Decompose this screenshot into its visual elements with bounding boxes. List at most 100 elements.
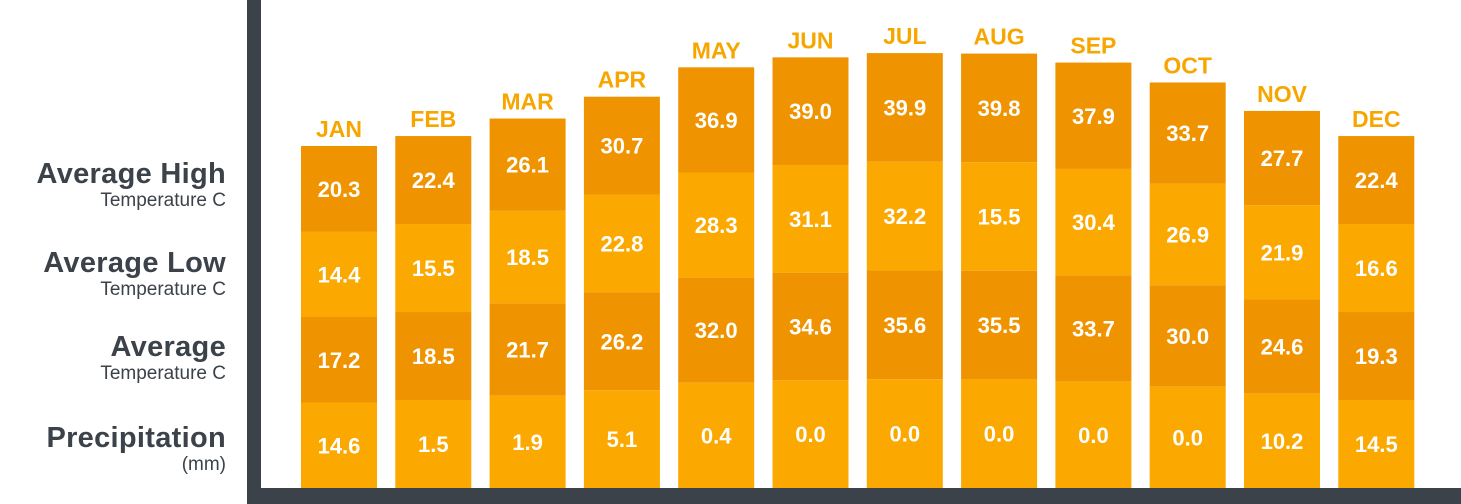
row-label-main: Average High bbox=[36, 158, 226, 190]
value-label-average-temperature-c: 18.5 bbox=[412, 344, 455, 369]
month-column-jan: 20.3 14.4 17.2 14.6 JAN bbox=[301, 116, 377, 488]
value-label-average-low-temperature-c: 26.9 bbox=[1166, 223, 1209, 248]
value-label-average-high-temperature-c: 30.7 bbox=[600, 134, 643, 159]
value-label-average-temperature-c: 35.5 bbox=[978, 313, 1021, 338]
bar-segment-precipitation-mm bbox=[1338, 400, 1415, 488]
month-label: JAN bbox=[316, 116, 362, 142]
bar-segment-average-temperature-c bbox=[772, 272, 849, 381]
value-label-average-temperature-c: 35.6 bbox=[883, 313, 926, 338]
bar-segment-precipitation-mm bbox=[1055, 381, 1132, 488]
row-label-main: Average bbox=[110, 331, 226, 363]
row-label-sub: Temperature C bbox=[100, 363, 226, 384]
bar-segment-average-temperature-c bbox=[678, 277, 755, 383]
bar-segment-average-high-temperature-c bbox=[1055, 62, 1132, 169]
month-label: NOV bbox=[1257, 81, 1308, 107]
bar-segment-average-high-temperature-c bbox=[961, 53, 1038, 163]
row-label-average-high: Average High Temperature C bbox=[37, 158, 226, 212]
bar-segment-average-temperature-c bbox=[395, 312, 472, 401]
bar-segment-precipitation-mm bbox=[489, 395, 566, 488]
month-label: FEB bbox=[410, 106, 456, 132]
bar-segment-average-low-temperature-c bbox=[301, 231, 377, 317]
row-label-sub: Temperature C bbox=[100, 279, 226, 300]
value-label-precipitation-mm: 0.4 bbox=[701, 423, 732, 448]
bar-segment-average-low-temperature-c bbox=[961, 162, 1038, 271]
bar-segment-average-high-temperature-c bbox=[866, 53, 943, 162]
value-label-precipitation-mm: 0.0 bbox=[984, 422, 1015, 447]
month-column-sep: 37.9 30.4 33.7 0.0 SEP bbox=[1055, 33, 1132, 488]
value-label-average-temperature-c: 17.2 bbox=[318, 348, 361, 373]
value-label-average-low-temperature-c: 31.1 bbox=[789, 207, 832, 232]
bar-segment-precipitation-mm bbox=[772, 380, 849, 488]
value-label-average-low-temperature-c: 22.8 bbox=[600, 231, 643, 256]
bar-segment-precipitation-mm bbox=[961, 379, 1038, 488]
value-label-average-temperature-c: 26.2 bbox=[600, 329, 643, 354]
value-label-average-temperature-c: 33.7 bbox=[1072, 316, 1115, 341]
bar-segment-average-high-temperature-c bbox=[1338, 136, 1415, 225]
bar-segment-average-low-temperature-c bbox=[583, 194, 660, 293]
value-label-average-low-temperature-c: 15.5 bbox=[412, 256, 455, 281]
row-label-average-low: Average Low Temperature C bbox=[43, 247, 226, 301]
bar-segment-average-temperature-c bbox=[583, 292, 660, 391]
value-label-precipitation-mm: 14.5 bbox=[1355, 432, 1398, 457]
chart-frame-bottom bbox=[247, 488, 1461, 504]
value-label-average-low-temperature-c: 16.6 bbox=[1355, 256, 1398, 281]
row-label-average: Average Temperature C bbox=[100, 331, 226, 385]
bar-segment-average-temperature-c bbox=[1055, 275, 1132, 382]
bar-segment-average-temperature-c bbox=[489, 303, 566, 396]
value-label-average-high-temperature-c: 33.7 bbox=[1166, 121, 1209, 146]
value-label-average-low-temperature-c: 28.3 bbox=[695, 213, 738, 238]
bar-segment-average-high-temperature-c bbox=[583, 96, 660, 195]
bar-segment-average-low-temperature-c bbox=[1149, 183, 1226, 286]
value-label-average-low-temperature-c: 30.4 bbox=[1072, 210, 1116, 235]
month-label: JUL bbox=[883, 23, 926, 49]
month-label: JUN bbox=[787, 27, 833, 53]
value-label-average-temperature-c: 24.6 bbox=[1261, 335, 1304, 360]
month-label: MAR bbox=[501, 89, 554, 115]
value-label-average-high-temperature-c: 20.3 bbox=[318, 177, 361, 202]
bar-segment-average-temperature-c bbox=[1338, 312, 1415, 401]
value-label-average-low-temperature-c: 18.5 bbox=[506, 245, 549, 270]
month-column-mar: 26.1 18.5 21.7 1.9 MAR bbox=[489, 89, 566, 488]
value-label-average-temperature-c: 19.3 bbox=[1355, 344, 1398, 369]
bar-segment-precipitation-mm bbox=[301, 402, 377, 488]
month-column-jun: 39.0 31.1 34.6 0.0 JUN bbox=[772, 27, 849, 488]
row-label-sub: Temperature C bbox=[100, 190, 226, 211]
bar-segment-precipitation-mm bbox=[1149, 386, 1226, 488]
bar-segment-average-low-temperature-c bbox=[1338, 224, 1415, 313]
month-label: AUG bbox=[974, 24, 1025, 50]
value-label-average-temperature-c: 32.0 bbox=[695, 318, 738, 343]
value-label-average-low-temperature-c: 14.4 bbox=[318, 262, 362, 287]
bar-segment-average-low-temperature-c bbox=[772, 165, 849, 273]
value-label-average-low-temperature-c: 21.9 bbox=[1261, 240, 1304, 265]
value-label-precipitation-mm: 14.6 bbox=[318, 433, 361, 458]
bar-segment-average-low-temperature-c bbox=[1055, 168, 1132, 276]
value-label-average-high-temperature-c: 27.7 bbox=[1261, 146, 1304, 171]
bar-segment-average-high-temperature-c bbox=[489, 118, 566, 211]
value-label-precipitation-mm: 5.1 bbox=[607, 427, 638, 452]
bar-segment-average-high-temperature-c bbox=[772, 57, 849, 166]
value-label-average-temperature-c: 21.7 bbox=[506, 337, 549, 362]
bar-segment-average-temperature-c bbox=[1244, 299, 1320, 394]
bar-segment-average-temperature-c bbox=[301, 317, 377, 403]
month-label: APR bbox=[598, 67, 647, 93]
value-label-average-high-temperature-c: 26.1 bbox=[506, 153, 549, 178]
bar-segment-average-high-temperature-c bbox=[301, 146, 377, 232]
month-label: MAY bbox=[692, 37, 741, 63]
bar-segment-average-high-temperature-c bbox=[1149, 82, 1226, 184]
bar-segment-average-high-temperature-c bbox=[678, 67, 755, 173]
bar-segment-average-low-temperature-c bbox=[489, 210, 566, 304]
month-column-oct: 33.7 26.9 30.0 0.0 OCT bbox=[1149, 52, 1226, 488]
bar-segment-average-low-temperature-c bbox=[678, 172, 755, 278]
value-label-average-high-temperature-c: 36.9 bbox=[695, 108, 738, 133]
bar-segment-average-temperature-c bbox=[1149, 285, 1226, 387]
value-label-average-temperature-c: 30.0 bbox=[1166, 324, 1209, 349]
bar-segment-average-high-temperature-c bbox=[395, 136, 472, 225]
value-label-average-high-temperature-c: 39.0 bbox=[789, 99, 832, 124]
value-label-average-high-temperature-c: 22.4 bbox=[412, 168, 456, 193]
row-label-sub: (mm) bbox=[181, 454, 226, 475]
bar-segment-precipitation-mm bbox=[866, 379, 943, 488]
bar-segment-precipitation-mm bbox=[583, 390, 660, 488]
month-column-aug: 39.8 15.5 35.5 0.0 AUG bbox=[961, 24, 1038, 488]
month-label: DEC bbox=[1352, 106, 1401, 132]
